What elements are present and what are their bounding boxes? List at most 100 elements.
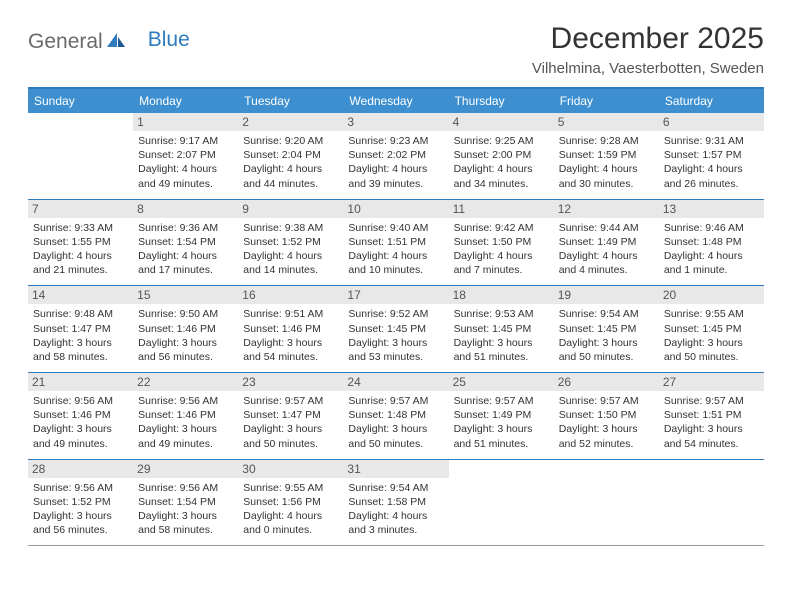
day-details: Sunrise: 9:55 AMSunset: 1:56 PMDaylight:… xyxy=(243,481,338,538)
day-details: Sunrise: 9:46 AMSunset: 1:48 PMDaylight:… xyxy=(664,221,759,278)
day-details: Sunrise: 9:42 AMSunset: 1:50 PMDaylight:… xyxy=(454,221,549,278)
day-details: Sunrise: 9:44 AMSunset: 1:49 PMDaylight:… xyxy=(559,221,654,278)
week-row: 1 Sunrise: 9:17 AMSunset: 2:07 PMDaylight… xyxy=(28,113,764,199)
day-number: 17 xyxy=(343,286,448,304)
day-number: 16 xyxy=(238,286,343,304)
weekday-wednesday: Wednesday xyxy=(343,89,448,113)
day-cell: 30 Sunrise: 9:55 AMSunset: 1:56 PMDayligh… xyxy=(238,460,343,546)
weekday-thursday: Thursday xyxy=(449,89,554,113)
day-details: Sunrise: 9:57 AMSunset: 1:47 PMDaylight:… xyxy=(243,394,338,451)
day-number: 24 xyxy=(343,373,448,391)
page: General Blue December 2025 Vilhelmina, V… xyxy=(0,0,792,568)
day-cell: 12 Sunrise: 9:44 AMSunset: 1:49 PMDayligh… xyxy=(554,200,659,286)
day-details: Sunrise: 9:40 AMSunset: 1:51 PMDaylight:… xyxy=(348,221,443,278)
title-block: December 2025 Vilhelmina, Vaesterbotten,… xyxy=(532,22,764,77)
day-details: Sunrise: 9:56 AMSunset: 1:54 PMDaylight:… xyxy=(138,481,233,538)
weekday-saturday: Saturday xyxy=(659,89,764,113)
day-cell: 17 Sunrise: 9:52 AMSunset: 1:45 PMDayligh… xyxy=(343,286,448,372)
day-cell: 16Sunrise: 9:51 AMSunset: 1:46 PMDayligh… xyxy=(238,286,343,372)
week-row: 21Sunrise: 9:56 AMSunset: 1:46 PMDayligh… xyxy=(28,372,764,459)
day-cell: 25Sunrise: 9:57 AMSunset: 1:49 PMDayligh… xyxy=(449,373,554,459)
day-number: 31 xyxy=(343,460,448,478)
day-cell: 22 Sunrise: 9:56 AMSunset: 1:46 PMDayligh… xyxy=(133,373,238,459)
day-details: Sunrise: 9:20 AMSunset: 2:04 PMDaylight:… xyxy=(243,134,338,191)
location: Vilhelmina, Vaesterbotten, Sweden xyxy=(532,60,764,77)
day-cell: 1 Sunrise: 9:17 AMSunset: 2:07 PMDaylight… xyxy=(133,113,238,199)
day-number: 2 xyxy=(238,113,343,131)
day-details: Sunrise: 9:48 AMSunset: 1:47 PMDaylight:… xyxy=(33,307,128,364)
day-cell: 6Sunrise: 9:31 AMSunset: 1:57 PMDaylight… xyxy=(659,113,764,199)
day-number: 12 xyxy=(554,200,659,218)
day-cell: 2 Sunrise: 9:20 AMSunset: 2:04 PMDaylight… xyxy=(238,113,343,199)
day-details: Sunrise: 9:55 AMSunset: 1:45 PMDaylight:… xyxy=(664,307,759,364)
day-details: Sunrise: 9:57 AMSunset: 1:50 PMDaylight:… xyxy=(559,394,654,451)
day-details: Sunrise: 9:50 AMSunset: 1:46 PMDaylight:… xyxy=(138,307,233,364)
day-number: 8 xyxy=(133,200,238,218)
day-cell: 26Sunrise: 9:57 AMSunset: 1:50 PMDayligh… xyxy=(554,373,659,459)
logo: General Blue xyxy=(28,22,190,54)
logo-word-1: General xyxy=(28,30,103,54)
day-cell: 9Sunrise: 9:38 AMSunset: 1:52 PMDaylight… xyxy=(238,200,343,286)
calendar: Sunday Monday Tuesday Wednesday Thursday… xyxy=(28,87,764,546)
day-number: 27 xyxy=(659,373,764,391)
weeks-container: 1 Sunrise: 9:17 AMSunset: 2:07 PMDaylight… xyxy=(28,113,764,545)
day-number: 11 xyxy=(449,200,554,218)
week-row: 7Sunrise: 9:33 AMSunset: 1:55 PMDaylight… xyxy=(28,199,764,286)
day-number: 4 xyxy=(449,113,554,131)
day-number: 19 xyxy=(554,286,659,304)
day-cell: 5 Sunrise: 9:28 AMSunset: 1:59 PMDaylight… xyxy=(554,113,659,199)
day-number: 5 xyxy=(554,113,659,131)
day-details: Sunrise: 9:17 AMSunset: 2:07 PMDaylight:… xyxy=(138,134,233,191)
header: General Blue December 2025 Vilhelmina, V… xyxy=(28,22,764,77)
day-cell: 29 Sunrise: 9:56 AMSunset: 1:54 PMDayligh… xyxy=(133,460,238,546)
day-cell xyxy=(554,460,659,546)
day-details: Sunrise: 9:57 AMSunset: 1:49 PMDaylight:… xyxy=(454,394,549,451)
day-number: 30 xyxy=(238,460,343,478)
day-cell: 14 Sunrise: 9:48 AMSunset: 1:47 PMDayligh… xyxy=(28,286,133,372)
day-details: Sunrise: 9:52 AMSunset: 1:45 PMDaylight:… xyxy=(348,307,443,364)
day-cell: 27 Sunrise: 9:57 AMSunset: 1:51 PMDayligh… xyxy=(659,373,764,459)
weekday-monday: Monday xyxy=(133,89,238,113)
day-details: Sunrise: 9:57 AMSunset: 1:51 PMDaylight:… xyxy=(664,394,759,451)
day-details: Sunrise: 9:25 AMSunset: 2:00 PMDaylight:… xyxy=(454,134,549,191)
day-cell: 24 Sunrise: 9:57 AMSunset: 1:48 PMDayligh… xyxy=(343,373,448,459)
day-cell: 21Sunrise: 9:56 AMSunset: 1:46 PMDayligh… xyxy=(28,373,133,459)
week-row: 14 Sunrise: 9:48 AMSunset: 1:47 PMDayligh… xyxy=(28,285,764,372)
weekday-friday: Friday xyxy=(554,89,659,113)
day-number: 18 xyxy=(449,286,554,304)
logo-sail-icon xyxy=(106,32,126,53)
day-cell: 15 Sunrise: 9:50 AMSunset: 1:46 PMDayligh… xyxy=(133,286,238,372)
day-cell: 23 Sunrise: 9:57 AMSunset: 1:47 PMDayligh… xyxy=(238,373,343,459)
day-details: Sunrise: 9:23 AMSunset: 2:02 PMDaylight:… xyxy=(348,134,443,191)
day-number: 29 xyxy=(133,460,238,478)
day-details: Sunrise: 9:36 AMSunset: 1:54 PMDaylight:… xyxy=(138,221,233,278)
day-number: 1 xyxy=(133,113,238,131)
day-cell: 3Sunrise: 9:23 AMSunset: 2:02 PMDaylight… xyxy=(343,113,448,199)
day-cell: 18 Sunrise: 9:53 AMSunset: 1:45 PMDayligh… xyxy=(449,286,554,372)
day-details: Sunrise: 9:56 AMSunset: 1:46 PMDaylight:… xyxy=(33,394,128,451)
weekday-tuesday: Tuesday xyxy=(238,89,343,113)
day-number: 22 xyxy=(133,373,238,391)
day-details: Sunrise: 9:28 AMSunset: 1:59 PMDaylight:… xyxy=(559,134,654,191)
day-details: Sunrise: 9:33 AMSunset: 1:55 PMDaylight:… xyxy=(33,221,128,278)
day-cell xyxy=(28,113,133,199)
day-number: 23 xyxy=(238,373,343,391)
day-number: 15 xyxy=(133,286,238,304)
day-details: Sunrise: 9:54 AMSunset: 1:58 PMDaylight:… xyxy=(348,481,443,538)
day-cell: 10 Sunrise: 9:40 AMSunset: 1:51 PMDayligh… xyxy=(343,200,448,286)
day-number: 13 xyxy=(659,200,764,218)
day-cell: 19Sunrise: 9:54 AMSunset: 1:45 PMDayligh… xyxy=(554,286,659,372)
day-cell: 20Sunrise: 9:55 AMSunset: 1:45 PMDayligh… xyxy=(659,286,764,372)
month-title: December 2025 xyxy=(532,22,764,56)
day-details: Sunrise: 9:56 AMSunset: 1:46 PMDaylight:… xyxy=(138,394,233,451)
day-details: Sunrise: 9:31 AMSunset: 1:57 PMDaylight:… xyxy=(664,134,759,191)
day-number: 28 xyxy=(28,460,133,478)
week-row: 28Sunrise: 9:56 AMSunset: 1:52 PMDayligh… xyxy=(28,459,764,546)
day-number: 14 xyxy=(28,286,133,304)
day-number: 10 xyxy=(343,200,448,218)
day-details: Sunrise: 9:38 AMSunset: 1:52 PMDaylight:… xyxy=(243,221,338,278)
weekday-header: Sunday Monday Tuesday Wednesday Thursday… xyxy=(28,89,764,113)
day-cell xyxy=(659,460,764,546)
day-details: Sunrise: 9:57 AMSunset: 1:48 PMDaylight:… xyxy=(348,394,443,451)
day-details: Sunrise: 9:53 AMSunset: 1:45 PMDaylight:… xyxy=(454,307,549,364)
